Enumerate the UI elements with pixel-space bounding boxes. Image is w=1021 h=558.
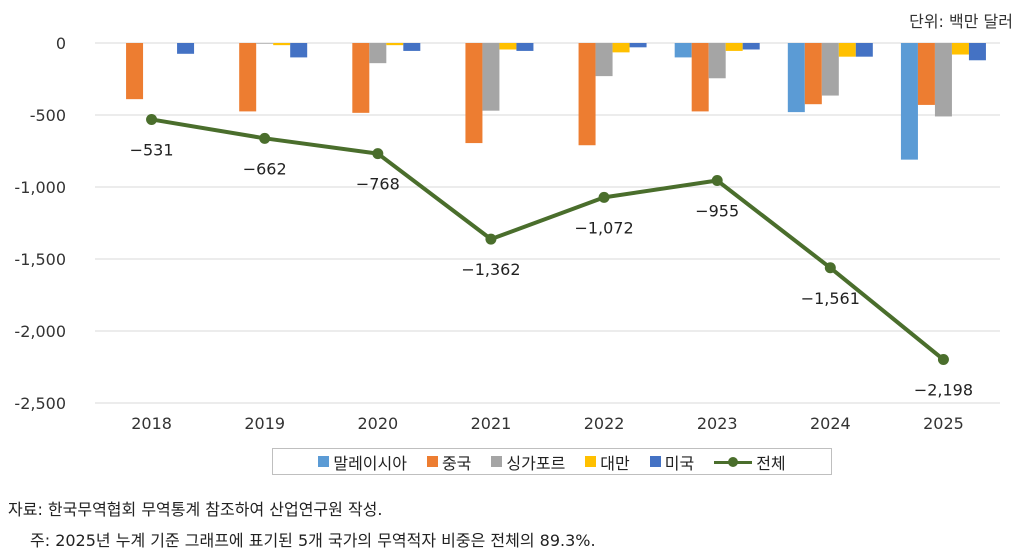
y-tick-label: -2,500 xyxy=(14,394,66,413)
bar xyxy=(403,43,421,51)
legend-item-malaysia: 말레이시아 xyxy=(318,450,407,474)
data-label: −1,362 xyxy=(461,260,520,279)
legend-label-malaysia: 말레이시아 xyxy=(333,453,407,473)
bar xyxy=(917,43,935,105)
bar xyxy=(482,43,500,111)
x-tick-label: 2023 xyxy=(697,414,738,433)
legend-swatch-singapore xyxy=(491,456,503,467)
footnote: 주: 2025년 누계 기준 그래프에 표기된 5개 국가의 무역적자 비중은 … xyxy=(30,531,596,550)
legend-item-total: 전체 xyxy=(714,450,786,474)
data-label: −2,198 xyxy=(914,381,973,400)
legend-item-singapore: 싱가포르 xyxy=(491,450,565,474)
bar xyxy=(900,43,918,160)
y-tick-label: -1,000 xyxy=(14,178,66,197)
legend-item-china: 중국 xyxy=(426,450,472,474)
x-tick-label: 2025 xyxy=(923,414,964,433)
x-tick-label: 2019 xyxy=(244,414,285,433)
total-point xyxy=(485,233,497,245)
bar xyxy=(595,43,613,77)
source-note: 자료: 한국무역협회 무역통계 참조하여 산업연구원 작성. xyxy=(8,500,383,519)
bar xyxy=(369,43,387,64)
bar xyxy=(968,43,986,61)
bar xyxy=(838,43,856,57)
bar xyxy=(855,43,873,57)
y-tick-label: -2,000 xyxy=(14,322,66,341)
bar xyxy=(934,43,952,117)
bar xyxy=(691,43,709,112)
bar xyxy=(273,43,291,46)
bar xyxy=(674,43,692,58)
legend-item-taiwan: 대만 xyxy=(585,450,630,474)
legend-line-marker-total xyxy=(714,456,753,468)
bar xyxy=(951,43,969,55)
x-tick-label: 2022 xyxy=(584,414,625,433)
y-tick-label: -500 xyxy=(30,106,66,125)
bar xyxy=(612,43,630,53)
legend-label-total: 전체 xyxy=(756,453,786,473)
data-label: −1,072 xyxy=(574,218,633,237)
legend-swatch-taiwan xyxy=(585,456,597,467)
legend-label-china: 중국 xyxy=(441,453,472,473)
x-tick-label: 2018 xyxy=(131,414,172,433)
total-point xyxy=(259,132,271,144)
total-point xyxy=(937,354,949,366)
total-line xyxy=(151,117,945,362)
unit-label: 단위: 백만 달러 xyxy=(909,12,1013,31)
bar xyxy=(787,43,805,113)
bar xyxy=(290,43,308,58)
total-point xyxy=(824,262,836,274)
x-tick-label: 2020 xyxy=(357,414,398,433)
total-point xyxy=(598,191,610,203)
legend-swatch-china xyxy=(426,456,438,467)
bar xyxy=(742,43,760,50)
legend: 말레이시아 중국 싱가포르 대만 미국 전체 xyxy=(272,448,832,475)
bar xyxy=(629,43,647,48)
y-tick-label: -1,500 xyxy=(14,250,66,269)
x-tick-label: 2024 xyxy=(810,414,851,433)
bar xyxy=(821,43,839,96)
data-label: −955 xyxy=(695,202,739,221)
total-point xyxy=(372,148,384,160)
bar xyxy=(516,43,534,51)
bar xyxy=(256,43,274,44)
bar xyxy=(126,43,144,100)
bar xyxy=(804,43,822,105)
x-tick-label: 2021 xyxy=(471,414,512,433)
bar xyxy=(239,43,257,112)
chart: 0 -500 -1,000 -1,500 -2,000 -2,500 2018 2019 202… xyxy=(14,34,1000,433)
legend-label-singapore: 싱가포르 xyxy=(506,453,566,473)
legend-swatch-malaysia xyxy=(318,456,330,467)
legend-label-taiwan: 대만 xyxy=(600,453,630,473)
bar xyxy=(465,43,483,144)
legend-swatch-usa xyxy=(649,456,661,467)
bar xyxy=(177,43,195,54)
legend-label-usa: 미국 xyxy=(664,453,695,473)
bar xyxy=(386,43,404,46)
data-label: −531 xyxy=(130,140,174,159)
legend-item-usa: 미국 xyxy=(649,450,695,474)
total-point xyxy=(146,113,158,125)
bar xyxy=(708,43,726,79)
y-tick-label: 0 xyxy=(56,34,66,53)
bar xyxy=(352,43,370,113)
data-label: −768 xyxy=(356,175,400,194)
bar xyxy=(499,43,517,50)
data-label: −662 xyxy=(243,159,287,178)
data-label: −1,561 xyxy=(801,289,860,308)
total-point xyxy=(711,175,723,187)
bar xyxy=(578,43,596,146)
bar xyxy=(725,43,743,51)
